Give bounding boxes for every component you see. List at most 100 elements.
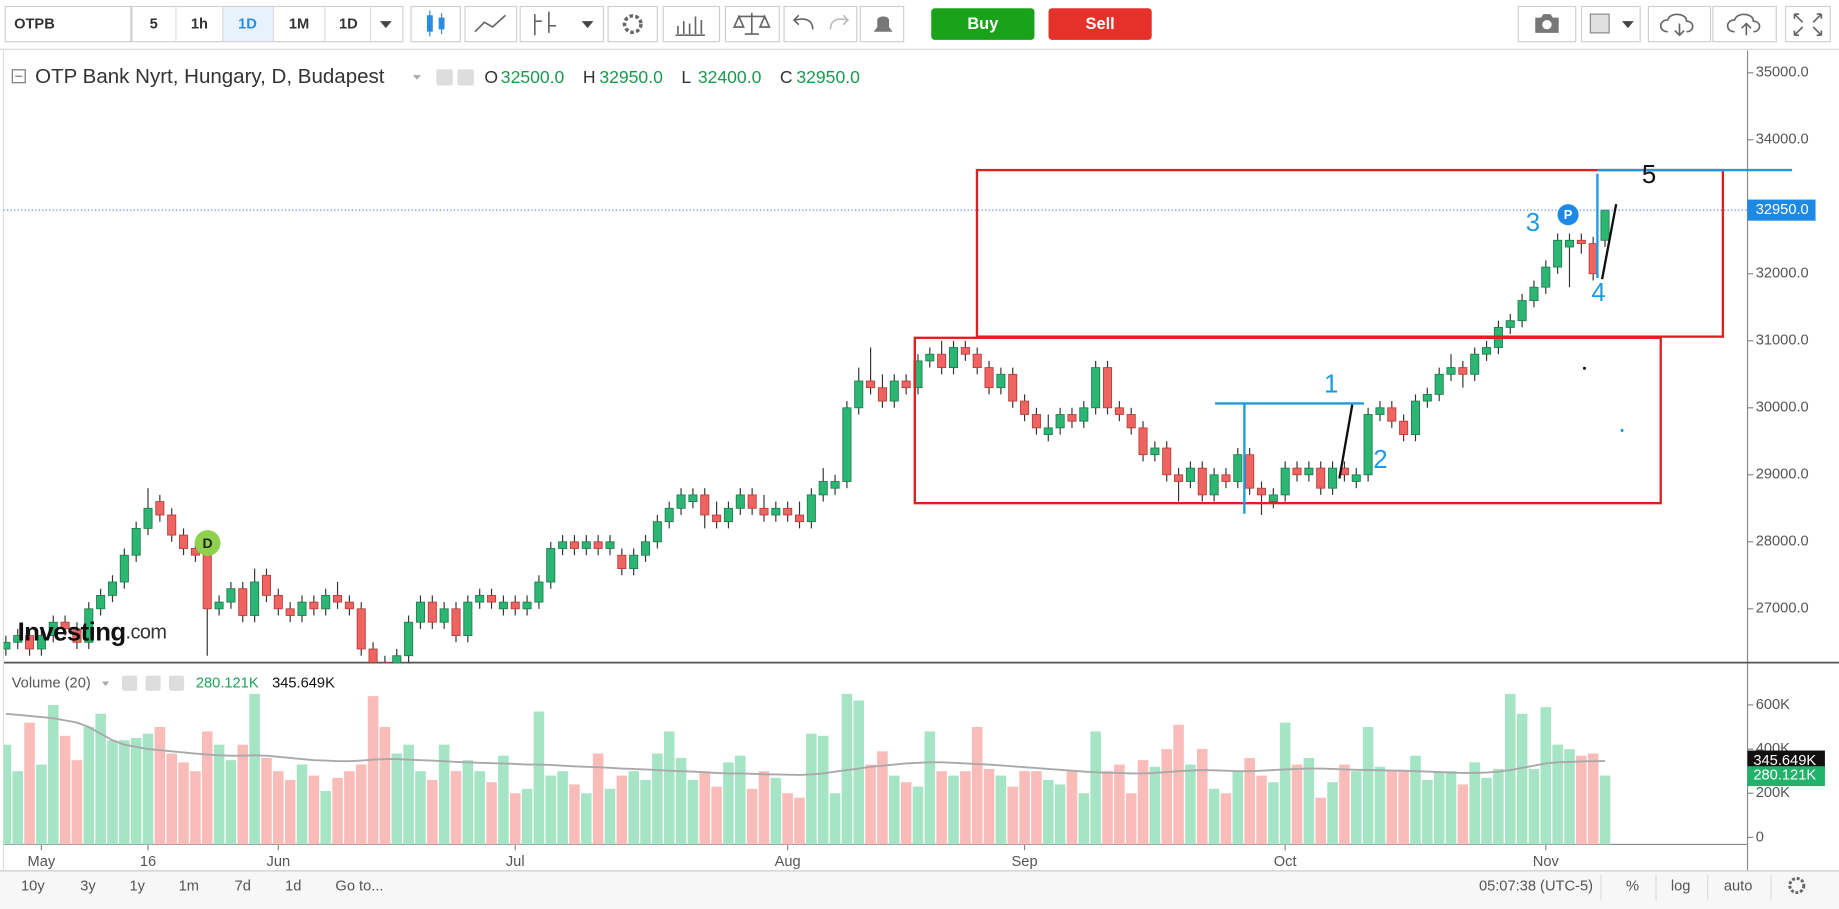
- goto-button[interactable]: Go to...: [335, 879, 383, 895]
- interval-button-active[interactable]: 1D: [238, 17, 257, 33]
- sell-label: Sell: [1086, 15, 1115, 33]
- trend-line[interactable]: [1600, 203, 1618, 280]
- percent-toggle[interactable]: %: [1626, 879, 1639, 895]
- bell-icon: [873, 16, 893, 32]
- candle-body: [1292, 467, 1302, 476]
- dot: [1582, 366, 1587, 370]
- clock: 05:07:38 (UTC-5): [1479, 879, 1593, 895]
- candle-body: [321, 594, 331, 610]
- volume-bar: [1564, 749, 1575, 845]
- candle-body: [866, 380, 876, 389]
- volume-bar: [296, 764, 308, 845]
- range-button[interactable]: 1m: [179, 879, 199, 895]
- trend-line[interactable]: [1338, 404, 1354, 479]
- volume-bar: [12, 771, 23, 845]
- eye-icon[interactable]: [436, 69, 453, 86]
- settings-icon[interactable]: [457, 69, 474, 86]
- chart-type-button[interactable]: [410, 5, 461, 43]
- candle-body: [1043, 427, 1053, 436]
- x-tick-label: May: [28, 854, 56, 870]
- candle-body: [1209, 474, 1219, 496]
- volume-bar: [450, 771, 462, 845]
- range-button[interactable]: 10y: [21, 879, 45, 895]
- candle-body: [1375, 407, 1385, 415]
- volume-bar: [1540, 707, 1552, 845]
- breakout-box[interactable]: [975, 168, 1725, 338]
- ohlc-key: C: [780, 67, 793, 87]
- volume-bar: [889, 775, 900, 845]
- volume-bar: [1268, 782, 1279, 845]
- interval-button[interactable]: 1h: [191, 17, 208, 33]
- volume-bar: [1339, 764, 1350, 845]
- volume-bar: [1576, 755, 1587, 845]
- cloud-down-icon: [1659, 13, 1694, 37]
- candle-body: [889, 380, 899, 402]
- indicator-button[interactable]: [464, 5, 518, 43]
- volume-settings[interactable]: [145, 675, 161, 691]
- volume-bar: [1256, 775, 1267, 845]
- annotation: 5: [1642, 161, 1656, 189]
- undo-redo[interactable]: [783, 5, 858, 43]
- candle-body: [261, 574, 271, 596]
- volume-bar: [1244, 757, 1255, 845]
- candle-body: [1079, 407, 1089, 422]
- candle-body: [581, 541, 591, 549]
- candle-body: [238, 588, 248, 616]
- range-button[interactable]: 3y: [80, 879, 96, 895]
- redo-icon: [829, 14, 850, 30]
- volume-bar: [723, 762, 734, 845]
- candle-body: [593, 541, 603, 549]
- interval-button[interactable]: 1M: [289, 17, 309, 33]
- candle-body: [747, 494, 757, 509]
- collapse-icon[interactable]: [11, 69, 26, 84]
- candle-body: [629, 554, 639, 570]
- volume-ma-last: 345.649K: [272, 676, 335, 692]
- fullscreen-button[interactable]: [1785, 5, 1831, 43]
- volume-bar: [1303, 757, 1315, 845]
- candle-body: [522, 601, 532, 610]
- settings-button[interactable]: [607, 5, 658, 43]
- camera-lens: [1542, 19, 1552, 30]
- interval-button[interactable]: 5: [150, 17, 158, 33]
- candle-body: [617, 554, 627, 570]
- volume-bar: [1291, 764, 1303, 845]
- candle-body: [60, 621, 70, 630]
- x-tick-label: Jul: [506, 854, 525, 870]
- y-tick-label: 29000.0: [1756, 467, 1809, 483]
- settings-gear[interactable]: [1788, 877, 1806, 895]
- last-price-box: [1747, 199, 1816, 221]
- range-button[interactable]: 7d: [235, 879, 251, 895]
- candle-body: [1482, 347, 1492, 355]
- auto-toggle[interactable]: auto: [1724, 879, 1753, 895]
- candle-body: [1576, 239, 1586, 245]
- volume-bar: [924, 731, 936, 845]
- save-button[interactable]: [1712, 5, 1777, 43]
- candle-body: [806, 494, 816, 523]
- volume-bar: [379, 727, 391, 845]
- range-button[interactable]: 1y: [129, 879, 145, 895]
- volume-dropdown[interactable]: [102, 681, 110, 687]
- range-button[interactable]: 1d: [285, 879, 301, 895]
- symbol-box[interactable]: [4, 5, 132, 43]
- candle-body: [1517, 300, 1527, 322]
- interval-button[interactable]: 1D: [339, 17, 358, 33]
- log-toggle[interactable]: log: [1671, 879, 1691, 895]
- interval-dropdown[interactable]: [379, 21, 392, 29]
- candle-body: [925, 353, 935, 362]
- volume-bar: [36, 764, 47, 845]
- layout-dropdown[interactable]: [1622, 21, 1634, 29]
- sell-button[interactable]: [1048, 8, 1152, 40]
- buy-button[interactable]: [931, 8, 1035, 40]
- title-dropdown[interactable]: [412, 75, 422, 80]
- tools-dropdown[interactable]: [581, 21, 594, 29]
- dividend-marker[interactable]: [194, 530, 221, 556]
- volume-last: 280.121K: [196, 676, 259, 692]
- volume-close[interactable]: [168, 675, 185, 691]
- candle-body: [84, 608, 94, 643]
- pattern-marker[interactable]: [1557, 204, 1579, 226]
- candle-body: [877, 387, 887, 402]
- volume-bar: [415, 771, 426, 845]
- studies-button[interactable]: [662, 5, 721, 43]
- volume-eye[interactable]: [121, 675, 138, 691]
- volume-bar: [486, 782, 497, 845]
